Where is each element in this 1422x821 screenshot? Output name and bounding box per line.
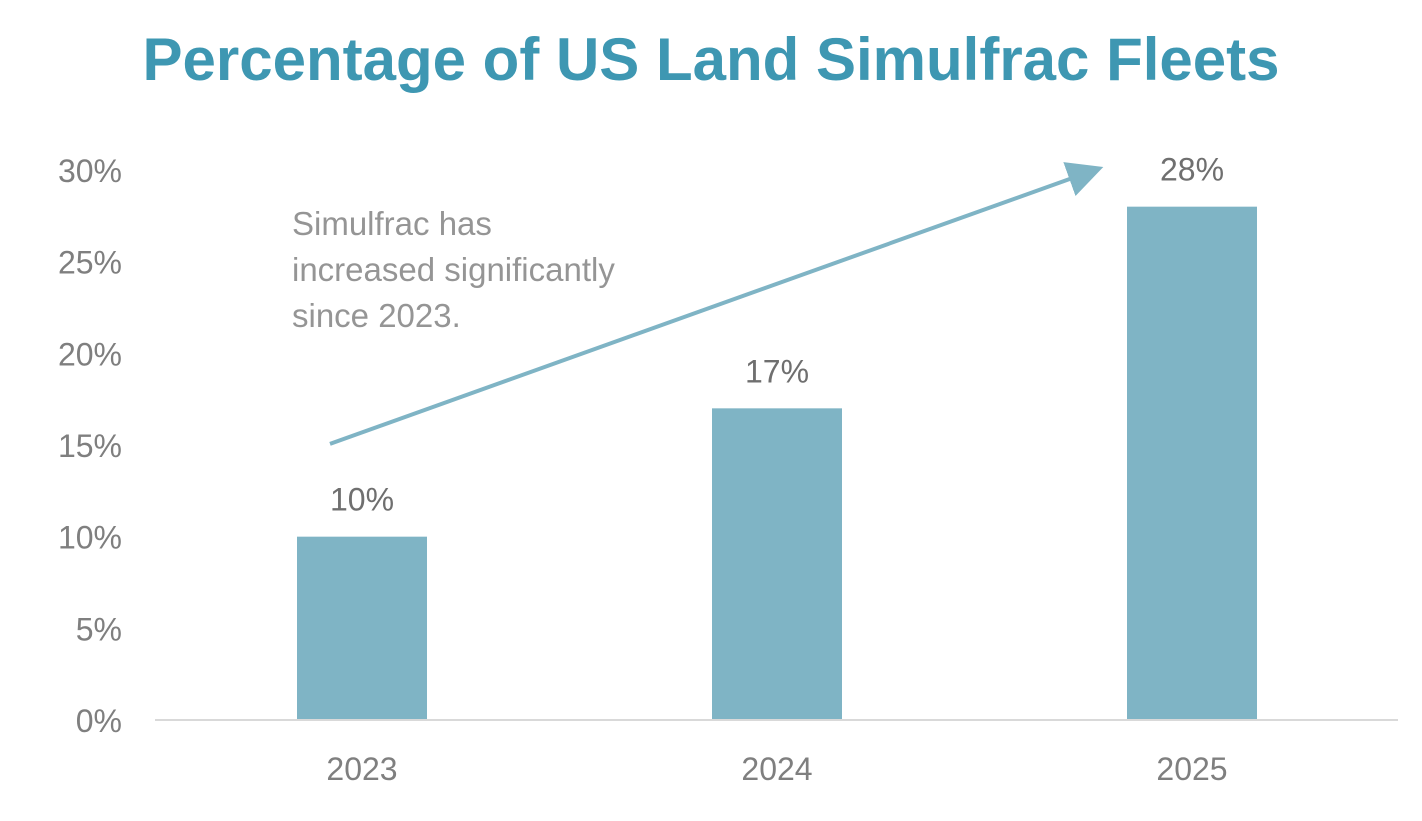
data-label: 28% (1160, 152, 1224, 188)
bar-2024 (712, 408, 842, 720)
x-tick-label: 2023 (326, 751, 397, 787)
annotation-line: since 2023. (292, 297, 461, 334)
chart-title: Percentage of US Land Simulfrac Fleets (142, 26, 1280, 93)
data-labels: 10% 17% 28% (330, 152, 1224, 518)
data-label: 10% (330, 482, 394, 518)
annotation-text: Simulfrac has increased significantly sinc… (292, 205, 615, 334)
bar-2023 (297, 536, 427, 720)
y-tick-label: 30% (58, 153, 122, 189)
y-tick-label: 15% (58, 428, 122, 464)
y-tick-label: 20% (58, 336, 122, 372)
y-tick-label: 10% (58, 520, 122, 556)
annotation-line: Simulfrac has (292, 205, 492, 242)
x-tick-label: 2024 (741, 751, 812, 787)
trend-arrow (329, 162, 1104, 446)
x-tick-label: 2025 (1156, 751, 1227, 787)
y-tick-label: 5% (76, 611, 122, 647)
bar-2025 (1127, 206, 1257, 720)
y-tick-label: 0% (76, 703, 122, 739)
data-label: 17% (745, 353, 809, 389)
y-axis-tick-labels: 0% 5% 10% 15% 20% 25% 30% (58, 153, 122, 739)
x-axis-tick-labels: 2023 2024 2025 (326, 751, 1227, 787)
y-tick-label: 25% (58, 245, 122, 281)
bar-series (297, 206, 1257, 720)
annotation-line: increased significantly (292, 251, 615, 288)
